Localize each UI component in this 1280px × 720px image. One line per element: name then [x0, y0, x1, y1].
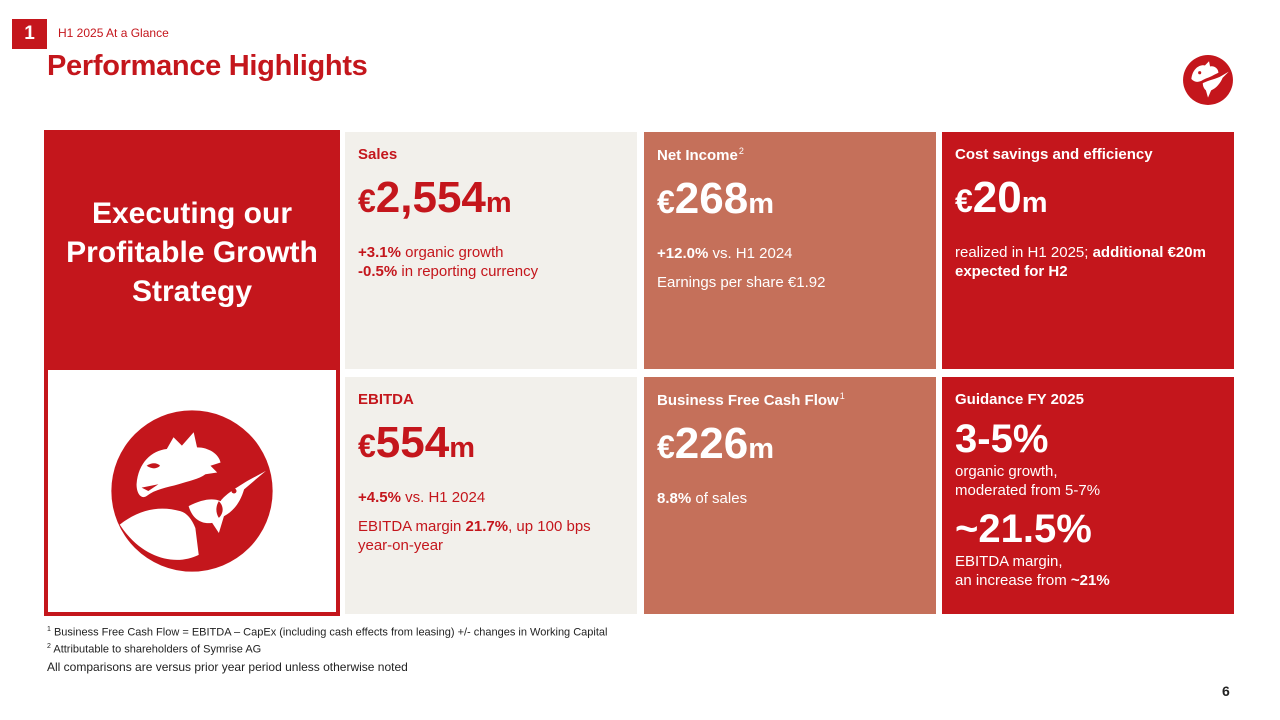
net-income-change: +12.0% vs. H1 2024 — [657, 244, 923, 263]
cost-savings-currency: € — [955, 183, 973, 219]
sales-organic-value: +3.1% — [358, 244, 401, 261]
comparison-note: All comparisons are versus prior year pe… — [47, 660, 408, 674]
guidance-margin-value: ~21.5% — [955, 507, 1092, 551]
footnote-1-mark: 1 — [47, 626, 51, 633]
sales-reporting-text: in reporting currency — [397, 263, 539, 280]
bfcf-title: Business Free Cash Flow1 — [657, 391, 923, 409]
bfcf-unit: m — [748, 433, 775, 465]
ebitda-unit: m — [449, 432, 476, 464]
cost-savings-additional: additional €20m expected for H2 — [955, 244, 1206, 280]
net-income-unit: m — [748, 188, 775, 220]
cost-savings-number: 20 — [972, 173, 1022, 222]
bfcf-of-sales: 8.8% of sales — [657, 489, 923, 508]
net-income-value: €268m — [657, 174, 923, 234]
section-label: H1 2025 At a Glance — [58, 26, 169, 40]
ebitda-title: EBITDA — [358, 391, 414, 408]
cost-savings-value: €20m — [955, 173, 1221, 233]
bfcf-card: Business Free Cash Flow1 €226m 8.8% of s… — [644, 377, 936, 614]
net-income-card: Net Income2 €268m +12.0% vs. H1 2024 Ear… — [644, 132, 936, 369]
footnotes: 1 Business Free Cash Flow = EBITDA – Cap… — [47, 623, 607, 656]
dragon-hummingbird-logo-icon — [111, 410, 273, 572]
net-income-currency: € — [657, 184, 675, 220]
sales-organic-growth: +3.1% organic growth — [358, 243, 624, 262]
net-income-number: 268 — [674, 174, 749, 223]
ebitda-change: +4.5% vs. H1 2024 — [358, 488, 624, 507]
bfcf-title-text: Business Free Cash Flow — [657, 392, 839, 409]
brand-logo-icon — [1183, 55, 1233, 105]
bfcf-percent-text: of sales — [691, 490, 748, 507]
footnote-marker-2: 2 — [738, 146, 744, 156]
logo-image-box — [48, 370, 336, 612]
guidance-margin-prior: ~21% — [1070, 572, 1110, 589]
bfcf-value: €226m — [657, 419, 923, 479]
guidance-card: Guidance FY 2025 3-5% organic growth, mo… — [942, 377, 1234, 614]
cost-savings-unit: m — [1021, 187, 1048, 219]
footnote-1-text: Business Free Cash Flow = EBITDA – CapEx… — [50, 626, 608, 639]
footnote-1: 1 Business Free Cash Flow = EBITDA – Cap… — [47, 623, 607, 640]
bfcf-number: 226 — [674, 419, 749, 468]
net-income-title: Net Income2 — [657, 146, 923, 164]
bfcf-currency: € — [657, 429, 675, 465]
strategy-line-3: Strategy — [131, 275, 253, 308]
ebitda-change-value: +4.5% — [358, 489, 401, 506]
section-number-badge: 1 — [12, 19, 47, 49]
strategy-line-2: Profitable Growth — [66, 236, 318, 269]
ebitda-margin-post: , up 100 bps year-on-year — [358, 518, 591, 554]
page-number: 6 — [1222, 683, 1230, 699]
sales-reporting-value: -0.5% — [358, 263, 398, 280]
bfcf-percent: 8.8% — [657, 490, 692, 507]
ebitda-value: €554m — [358, 418, 624, 478]
cost-savings-title: Cost savings and efficiency — [955, 146, 1153, 163]
sales-card: Sales €2,554m +3.1% organic growth -0.5%… — [345, 132, 637, 369]
ebitda-number: 554 — [375, 418, 450, 467]
ebitda-margin-value: 21.7% — [465, 518, 509, 535]
ebitda-card: EBITDA €554m +4.5% vs. H1 2024 EBITDA ma… — [345, 377, 637, 614]
guidance-title: Guidance FY 2025 — [955, 391, 1084, 408]
sales-unit: m — [485, 187, 512, 219]
ebitda-currency: € — [358, 428, 376, 464]
guidance-growth-text-2: moderated from 5-7% — [955, 482, 1101, 499]
strategy-panel: Executing our Profitable Growth Strategy — [44, 130, 340, 616]
sales-organic-text: organic growth — [400, 244, 504, 261]
sales-number: 2,554 — [375, 173, 486, 222]
guidance-margin-text-2: an increase from ~21% — [955, 571, 1221, 590]
cost-savings-description: realized in H1 2025; additional €20m exp… — [955, 243, 1221, 281]
cost-savings-realized: realized in H1 2025; — [955, 244, 1093, 261]
guidance-growth-value: 3-5% — [955, 417, 1049, 461]
net-income-change-value: +12.0% — [657, 245, 709, 262]
footnote-2-text: Attributable to shareholders of Symrise … — [50, 643, 262, 656]
ebitda-change-text: vs. H1 2024 — [400, 489, 486, 506]
sales-reporting-currency: -0.5% in reporting currency — [358, 262, 624, 281]
footnote-2-mark: 2 — [47, 642, 51, 650]
footnote-2: 2 Attributable to shareholders of Symris… — [47, 640, 607, 657]
cost-savings-card: Cost savings and efficiency €20m realize… — [942, 132, 1234, 369]
guidance-margin-text-1: EBITDA margin, — [955, 553, 1063, 570]
net-income-title-text: Net Income — [657, 147, 738, 164]
guidance-margin-increase-text: an increase from — [955, 572, 1071, 589]
page-title: Performance Highlights — [47, 50, 368, 82]
guidance-growth-text-1: organic growth, — [955, 463, 1058, 480]
ebitda-margin: EBITDA margin 21.7%, up 100 bps year-on-… — [358, 517, 624, 555]
strategy-heading: Executing our Profitable Growth Strategy — [44, 194, 340, 311]
sales-value: €2,554m — [358, 173, 624, 233]
ebitda-margin-pre: EBITDA margin — [358, 518, 466, 535]
sales-currency: € — [358, 183, 376, 219]
earnings-per-share: Earnings per share €1.92 — [657, 274, 826, 291]
strategy-line-1: Executing our — [91, 197, 293, 230]
net-income-change-text: vs. H1 2024 — [708, 245, 793, 262]
footnote-marker-1: 1 — [839, 391, 845, 401]
sales-title: Sales — [358, 146, 398, 163]
